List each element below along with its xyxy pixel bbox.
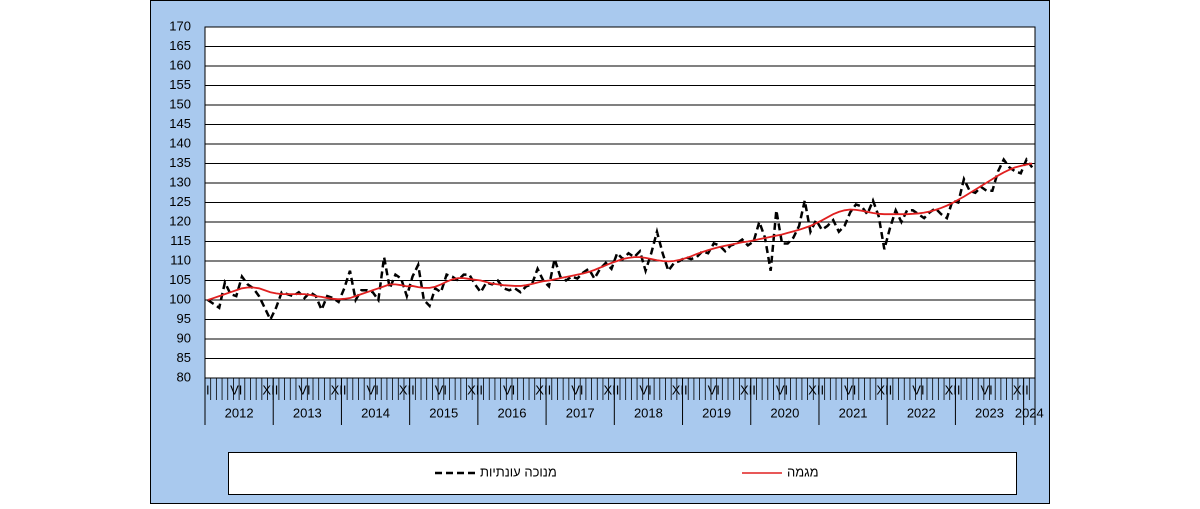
x-tick-label: XII bbox=[740, 382, 756, 397]
x-tick-label: VI bbox=[776, 382, 788, 397]
x-tick-label: XII bbox=[604, 382, 620, 397]
year-label: 2018 bbox=[634, 405, 663, 420]
x-tick-label: XII bbox=[672, 382, 688, 397]
year-label: 2023 bbox=[975, 405, 1004, 420]
y-tick-label: 105 bbox=[169, 272, 191, 287]
year-label: 2019 bbox=[702, 405, 731, 420]
x-tick-label: XII bbox=[399, 382, 415, 397]
x-tick-label: VI bbox=[367, 382, 379, 397]
x-tick-label: XII bbox=[876, 382, 892, 397]
y-tick-label: 155 bbox=[169, 77, 191, 92]
y-tick-label: 145 bbox=[169, 116, 191, 131]
x-tick-label: VI bbox=[912, 382, 924, 397]
year-label: 2020 bbox=[770, 405, 799, 420]
year-label: 2021 bbox=[839, 405, 868, 420]
year-label: 2017 bbox=[566, 405, 595, 420]
x-tick-label: XII bbox=[262, 382, 278, 397]
y-tick-label: 135 bbox=[169, 155, 191, 170]
y-tick-label: 95 bbox=[177, 311, 191, 326]
y-tick-label: 90 bbox=[177, 330, 191, 345]
x-tick-label: I bbox=[206, 382, 210, 397]
legend bbox=[228, 452, 1017, 495]
x-tick-label: XII bbox=[945, 382, 961, 397]
year-label: 2022 bbox=[907, 405, 936, 420]
year-label: 2015 bbox=[429, 405, 458, 420]
x-tick-label: XII bbox=[467, 382, 483, 397]
series-line bbox=[207, 157, 1034, 323]
x-tick-label: VI bbox=[230, 382, 242, 397]
x-tick-label: VI bbox=[435, 382, 447, 397]
y-tick-label: 165 bbox=[169, 38, 191, 53]
x-tick-label: VI bbox=[981, 382, 993, 397]
x-tick-label: XII bbox=[331, 382, 347, 397]
y-tick-label: 85 bbox=[177, 350, 191, 365]
y-tick-label: 120 bbox=[169, 213, 191, 228]
x-tick-label: VI bbox=[844, 382, 856, 397]
year-label: 2024 bbox=[1015, 405, 1044, 420]
year-label: 2013 bbox=[293, 405, 322, 420]
y-tick-label: 130 bbox=[169, 174, 191, 189]
legend-label: מנוכה עונתיות bbox=[480, 464, 557, 479]
legend-label: מגמה bbox=[787, 464, 819, 479]
y-tick-label: 140 bbox=[169, 135, 191, 150]
x-tick-label: XII bbox=[535, 382, 551, 397]
x-tick-label: VI bbox=[571, 382, 583, 397]
y-tick-label: 110 bbox=[170, 252, 191, 267]
y-tick-label: 115 bbox=[170, 233, 191, 248]
y-tick-label: 160 bbox=[169, 57, 191, 72]
y-tick-label: 170 bbox=[169, 18, 191, 33]
y-tick-label: 150 bbox=[169, 96, 191, 111]
x-tick-label: XII bbox=[1013, 382, 1029, 397]
year-label: 2014 bbox=[361, 405, 390, 420]
series-line bbox=[207, 162, 1033, 301]
x-tick-label: VI bbox=[639, 382, 651, 397]
x-tick-label: VI bbox=[298, 382, 310, 397]
year-label: 2012 bbox=[225, 405, 254, 420]
y-tick-label: 80 bbox=[177, 369, 191, 384]
year-label: 2016 bbox=[498, 405, 527, 420]
y-tick-label: 125 bbox=[169, 194, 191, 209]
x-tick-label: XII bbox=[808, 382, 824, 397]
x-tick-label: VI bbox=[503, 382, 515, 397]
y-tick-label: 100 bbox=[169, 291, 191, 306]
x-tick-label: VI bbox=[708, 382, 720, 397]
